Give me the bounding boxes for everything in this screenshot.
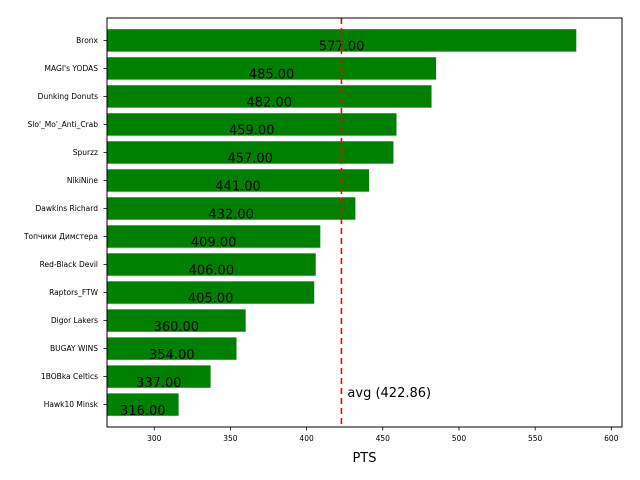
bar-value-label: 459.00 [229,124,275,139]
bar-value-label: 457.00 [227,152,273,167]
bars-layer [107,29,577,416]
y-tick-label: Dunking Donuts [38,92,98,101]
bar [107,253,316,276]
bar-value-label: 441.00 [215,180,261,195]
bar [107,365,211,388]
x-tick-label: 600 [604,434,619,443]
plot-frame [106,17,623,428]
bar-value-label: 432.00 [208,208,254,223]
y-tick-label: NikiNine [67,176,99,185]
y-tick-label: Digor Lakers [51,316,98,325]
bar [107,281,315,304]
bar [107,197,356,220]
bar-value-label: 360.00 [154,320,200,335]
bar-value-label: 354.00 [149,348,195,363]
y-tick-label: Топчики Димстера [23,232,98,241]
bar-value-label: 406.00 [189,264,235,279]
x-tick-label: 450 [376,434,391,443]
y-tick-label: Raptors_FTW [49,288,98,297]
y-tick-label: Hawk10 Minsk [44,400,99,409]
reference-line-layer: avg (422.86) [340,18,431,427]
bar [107,337,237,360]
bar [107,113,397,136]
bar-value-label: 485.00 [249,68,295,83]
bar [107,393,179,416]
bar-value-label: 409.00 [191,236,237,251]
average-line-label: avg (422.86) [347,386,431,401]
y-tick-label: Slo'_Mo'_Anti_Crab [28,120,99,129]
x-axis: 300 350 400 450 500 550 600 [147,427,619,443]
bar-value-label: 482.00 [247,96,293,111]
bar [107,225,321,248]
bar-value-label: 337.00 [136,376,182,391]
x-tick-label: 400 [299,434,314,443]
bar [107,309,246,332]
bar [107,57,437,80]
bar [107,85,432,108]
x-axis-title: PTS [352,451,376,466]
y-tick-label: MAGI's YODAS [45,64,99,73]
bar-value-label: 405.00 [188,292,234,307]
y-axis: Bronx MAGI's YODAS Dunking Donuts Slo'_Mo'_… [23,36,107,409]
x-tick-label: 350 [223,434,238,443]
bar-value-label: 316.00 [120,404,166,419]
y-tick-label: Spurzz [73,148,98,157]
bar-value-label: 577.00 [319,40,365,55]
bar [107,141,394,164]
y-tick-label: BUGAY WINS [50,344,98,353]
y-tick-label: Dawkins Richard [36,204,99,213]
y-tick-label: Red-Black Devil [40,260,98,269]
value-labels-layer: 577.00 485.00 482.00 459.00 457.00 441.00 432.… [120,40,364,419]
bar [107,169,370,192]
x-tick-label: 550 [528,434,543,443]
x-tick-label: 500 [452,434,467,443]
y-tick-label: Bronx [76,36,98,45]
y-tick-label: 1BOBka Celtics [41,372,98,381]
x-tick-label: 300 [147,434,162,443]
